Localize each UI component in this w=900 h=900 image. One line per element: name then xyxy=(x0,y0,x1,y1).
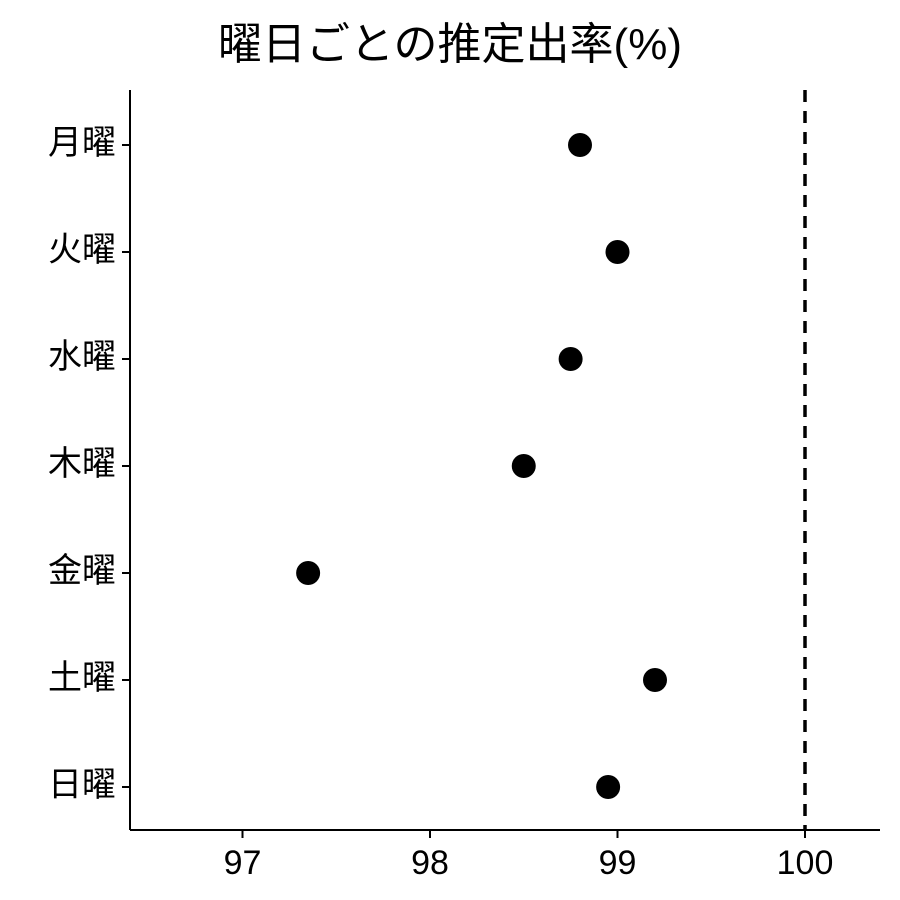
y-tick-label: 土曜 xyxy=(48,659,116,697)
data-point xyxy=(559,347,583,371)
data-point xyxy=(568,133,592,157)
data-point xyxy=(606,240,630,264)
y-tick-label: 月曜 xyxy=(48,124,116,162)
x-tick-label: 99 xyxy=(599,844,637,882)
x-tick-label: 100 xyxy=(777,844,834,882)
y-tick-label: 金曜 xyxy=(48,552,116,590)
y-tick-label: 火曜 xyxy=(48,231,116,269)
x-tick-label: 97 xyxy=(224,844,262,882)
y-tick-label: 木曜 xyxy=(48,445,116,483)
x-tick-label: 98 xyxy=(411,844,449,882)
chart-container: 曜日ごとの推定出率(%) 月曜火曜水曜木曜金曜土曜日曜979899100 xyxy=(0,0,900,900)
y-tick-label: 日曜 xyxy=(48,766,116,804)
data-point xyxy=(512,454,536,478)
data-point xyxy=(643,668,667,692)
chart-svg: 月曜火曜水曜木曜金曜土曜日曜 97 98 99 100 xyxy=(0,0,900,900)
data-point xyxy=(596,775,620,799)
data-point xyxy=(296,561,320,585)
y-tick-label: 水曜 xyxy=(48,338,116,376)
